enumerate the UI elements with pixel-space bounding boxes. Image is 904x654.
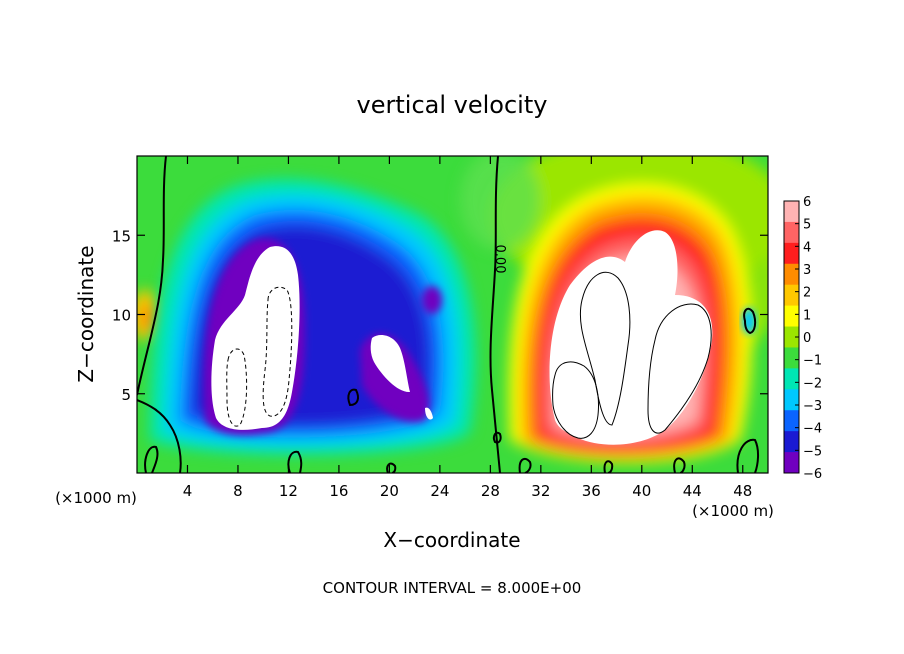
y-tick-label: 10 [112, 307, 131, 325]
colorbar-label: −5 [803, 444, 822, 459]
colorbar-label: −2 [803, 376, 822, 391]
colorbar-swatch [784, 431, 799, 453]
contour-label: 0.00 [492, 245, 507, 274]
x-axis-unit-left: (×1000 m) [55, 489, 137, 507]
colorbar-label: −3 [803, 399, 822, 414]
colorbar-swatch [784, 242, 799, 265]
x-tick-label: 32 [531, 482, 550, 500]
colorbar-swatch [784, 368, 799, 390]
colorbar-swatch [784, 284, 799, 307]
colorbar-label: −1 [803, 354, 822, 369]
colorbar-label: 2 [803, 286, 811, 301]
colorbar-label: 0 [803, 331, 811, 346]
x-tick-label: 44 [683, 482, 702, 500]
colorbar: 6 5 4 3 2 1 0 −1 −2 −3 −4 −5 −6 [783, 195, 822, 482]
colorbar-swatch [784, 452, 799, 474]
chart-title: vertical velocity [357, 91, 548, 119]
y-axis-label: Z−coordinate [74, 245, 98, 382]
colorbar-label: 6 [803, 195, 811, 210]
y-tick-label: 15 [112, 227, 131, 245]
colorbar-label: 4 [803, 240, 811, 255]
x-axis-label: X−coordinate [383, 528, 520, 552]
colorbar-label: 5 [803, 218, 811, 233]
colorbar-label: −4 [803, 422, 822, 437]
colorbar-swatch [784, 389, 799, 411]
y-tick-label: 5 [121, 386, 131, 404]
x-tick-label: 36 [582, 482, 601, 500]
contour-interval-note: CONTOUR INTERVAL = 8.000E+00 [323, 579, 582, 597]
y-axis: 5 10 15 [112, 227, 768, 404]
colorbar-swatch [784, 410, 799, 432]
x-tick-label: 8 [233, 482, 243, 500]
colorbar-swatch [784, 347, 799, 369]
colorbar-swatch [784, 326, 799, 348]
x-tick-label: 40 [632, 482, 651, 500]
colorbar-swatch [784, 263, 799, 286]
x-tick-label: 4 [183, 482, 193, 500]
colorbar-label: −6 [803, 467, 822, 482]
colorbar-swatch [784, 305, 799, 328]
x-axis-unit-right: (×1000 m) [692, 502, 774, 520]
x-tick-label: 16 [329, 482, 348, 500]
x-tick-label: 28 [481, 482, 500, 500]
colorbar-swatch [784, 221, 799, 244]
colorbar-swatch [784, 201, 799, 223]
colorbar-label: 1 [803, 308, 811, 323]
x-tick-label: 24 [430, 482, 449, 500]
x-axis: 4 8 12 16 20 24 28 32 36 40 44 48 [183, 156, 752, 500]
x-tick-label: 20 [380, 482, 399, 500]
colorbar-label: 3 [803, 263, 811, 278]
contour-lines [137, 156, 759, 473]
heatmap-field [137, 156, 768, 473]
x-tick-label: 48 [733, 482, 752, 500]
x-tick-label: 12 [279, 482, 298, 500]
